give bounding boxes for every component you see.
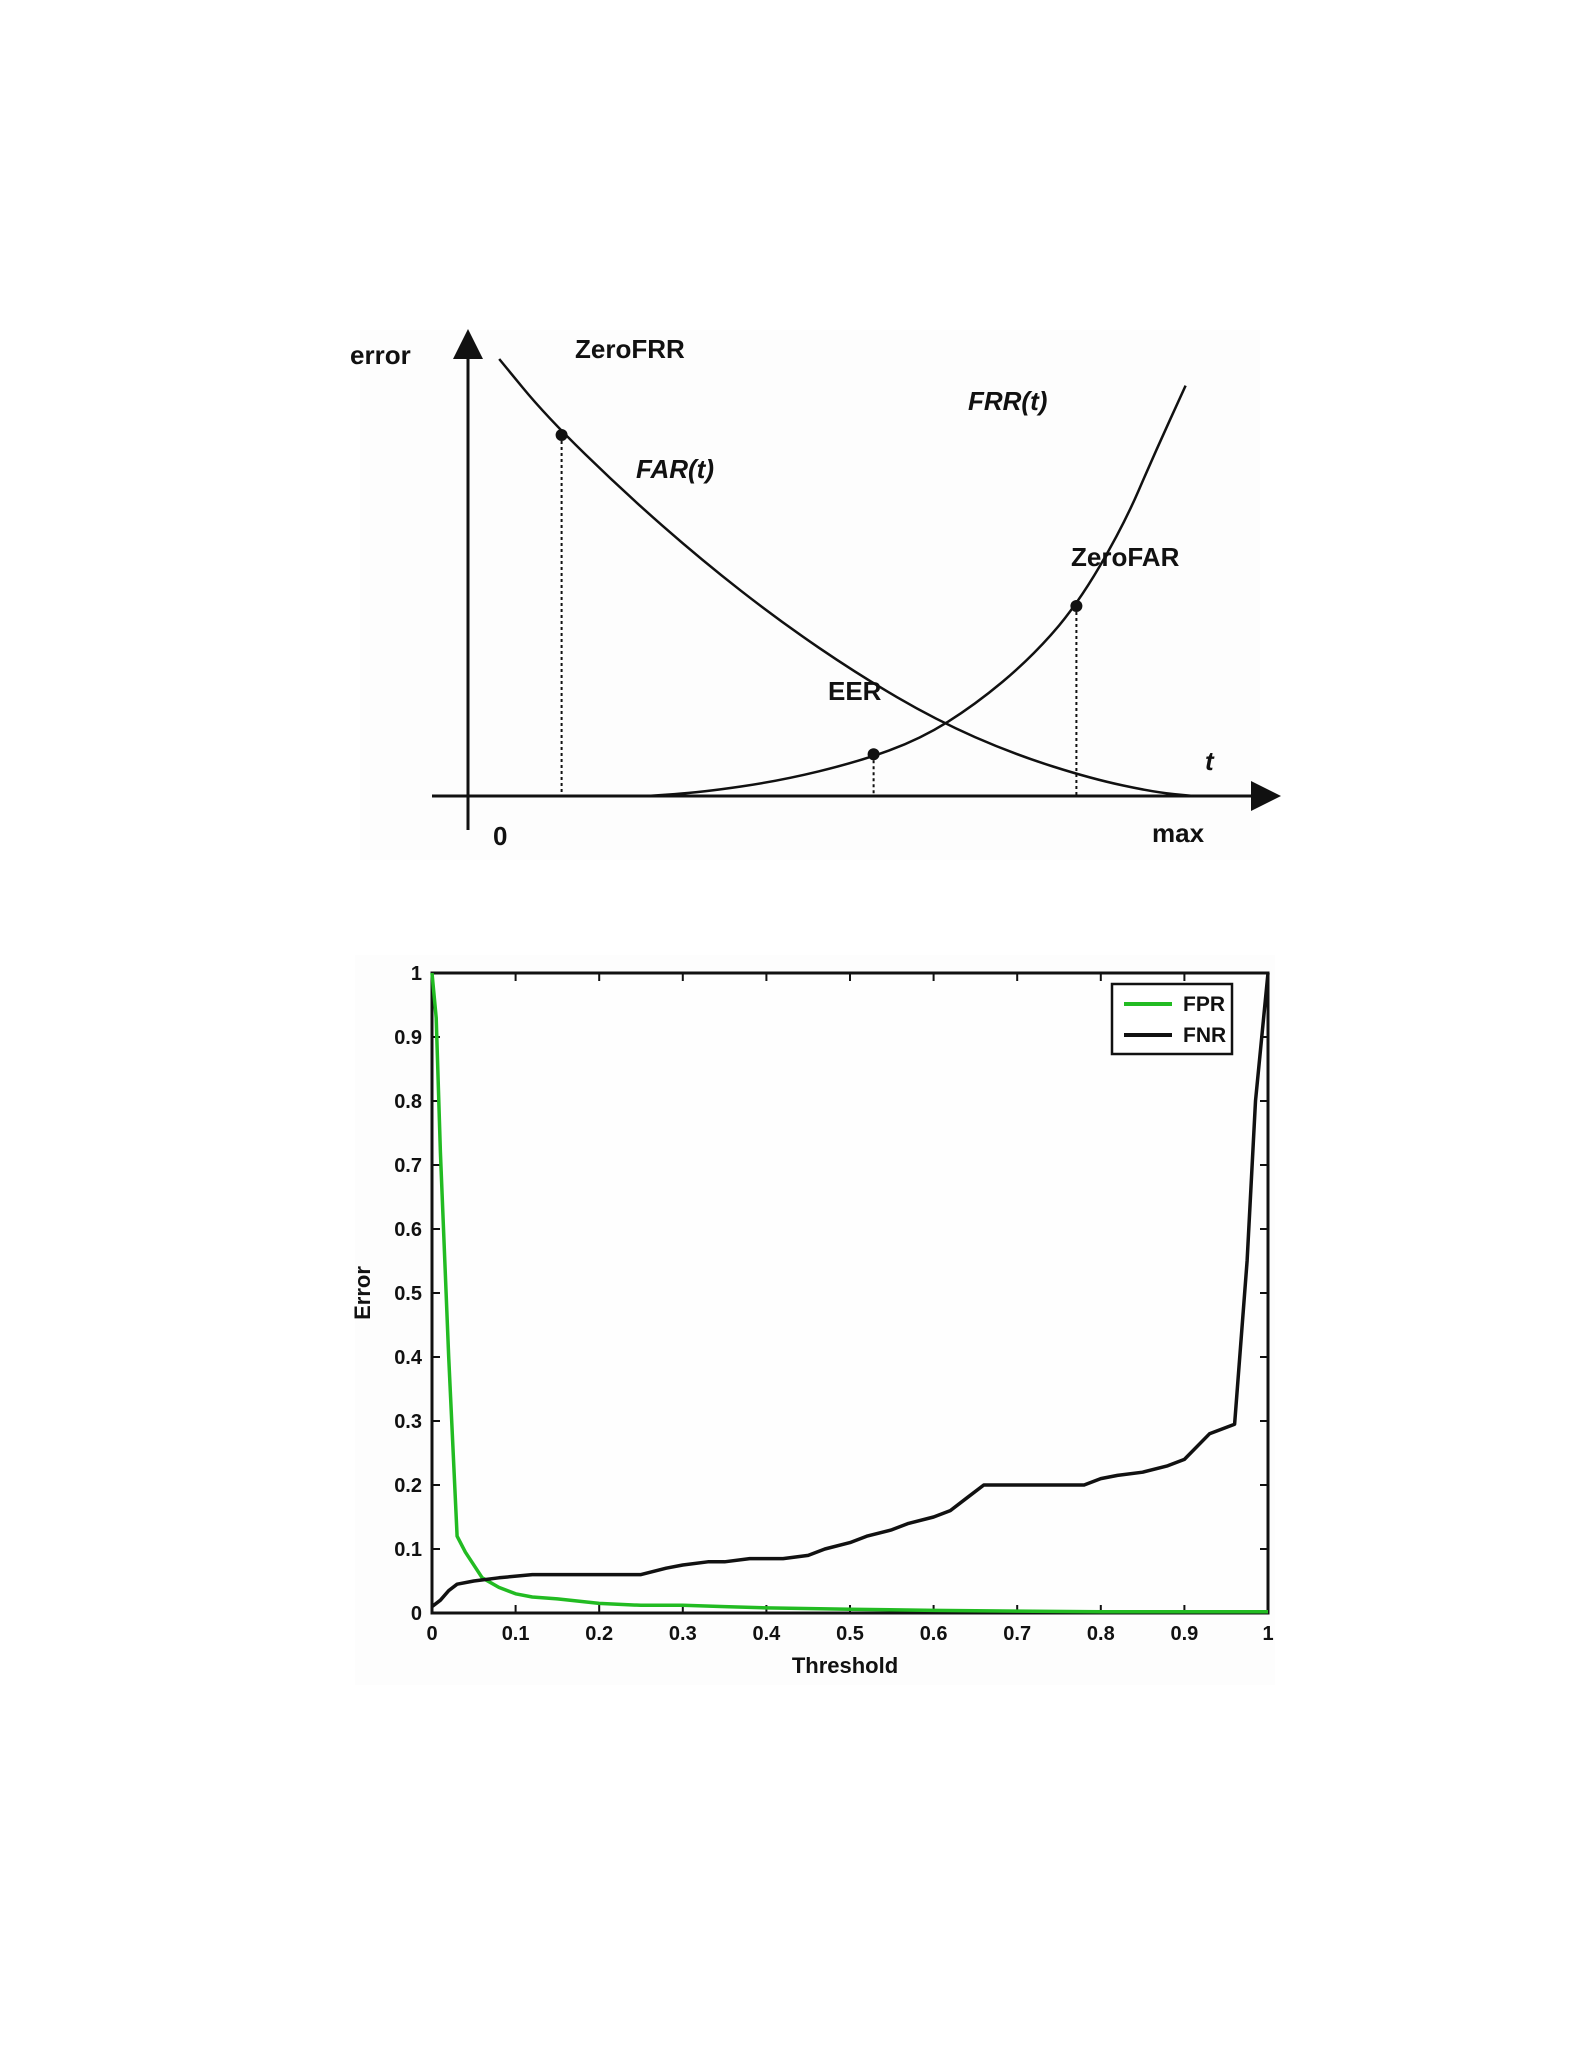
annotation-marker-0 [555,429,568,441]
concept-curves [498,358,1194,798]
concept-annotations [555,429,1083,796]
legend-fpr-label: FPR [1183,993,1225,1016]
y-tick-label: 1 [411,963,422,985]
concept-chart: error t 0 max FAR(t) FRR(t) ZeroFRR EER … [350,329,1281,860]
x-tick-label: 0.5 [836,1623,864,1645]
concept-x-start-label: 0 [493,821,507,851]
eer-label: EER [828,676,882,706]
x-tick-label: 0.8 [1087,1623,1115,1645]
x-tick-label: 0 [426,1623,437,1645]
series-line-fpr [430,972,1268,1614]
y-tick-label: 0.9 [394,1027,422,1049]
x-tick-label: 1 [1262,1623,1273,1645]
frr-curve-label: FRR(t) [968,386,1047,416]
series-lines [430,972,1270,1614]
plot-area [430,971,1270,1615]
zerofar-label: ZeroFAR [1071,542,1180,572]
annotation-marker-2 [1070,600,1083,612]
x-tick-label: 0.3 [669,1623,697,1645]
legend-fnr-label: FNR [1183,1024,1226,1047]
concept-curve-frr [647,385,1187,798]
zerofrr-label: ZeroFRR [575,334,685,364]
y-tick-label: 0 [411,1603,422,1625]
far-curve-label: FAR(t) [636,454,714,484]
legend-box [1110,982,1234,1056]
y-tick-label: 0.7 [394,1155,422,1177]
x-tick-label: 0.6 [920,1623,948,1645]
y-axis-title: Error [350,1266,375,1320]
y-tick-label: 0.5 [394,1283,422,1305]
x-tick-label: 0.7 [1003,1623,1031,1645]
y-tick-label: 0.2 [394,1475,422,1497]
concept-y-axis-label: error [350,340,411,370]
threshold-chart: 0 0.1 0.2 0.3 0.4 0.5 0.6 0.7 0.8 0.9 1 0 0.1 0.2 0.3 0… [350,955,1275,1685]
x-tick-label: 0.9 [1170,1623,1198,1645]
annotation-marker-1 [867,748,880,761]
x-tick-label: 0.2 [585,1623,613,1645]
x-tick-label: 0.4 [752,1623,781,1645]
y-tick-label: 0.1 [394,1539,422,1561]
concept-curve-far [498,358,1194,798]
series-line-fnr [430,972,1270,1608]
y-tick-label: 0.8 [394,1091,422,1113]
y-tick-label: 0.4 [394,1347,423,1369]
x-axis-title: Threshold [792,1653,898,1678]
y-tick-label: 0.3 [394,1411,422,1433]
y-tick-label: 0.6 [394,1219,422,1241]
axis-ticks: 0 0.1 0.2 0.3 0.4 0.5 0.6 0.7 0.8 0.9 1 0 0.1 0.2 0.3 0… [394,963,1273,1645]
x-tick-label: 0.1 [502,1623,530,1645]
concept-chart-background [360,330,1260,860]
concept-x-end-label: max [1152,818,1205,848]
concept-x-axis-label: t [1205,746,1215,776]
legend: FPR FNR [1110,982,1234,1056]
